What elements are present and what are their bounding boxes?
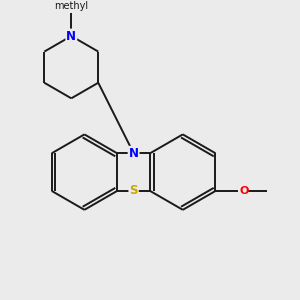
Text: N: N — [129, 147, 139, 160]
Text: methyl: methyl — [54, 2, 88, 11]
Text: N: N — [66, 29, 76, 43]
Text: S: S — [129, 184, 138, 197]
Text: O: O — [239, 186, 248, 196]
